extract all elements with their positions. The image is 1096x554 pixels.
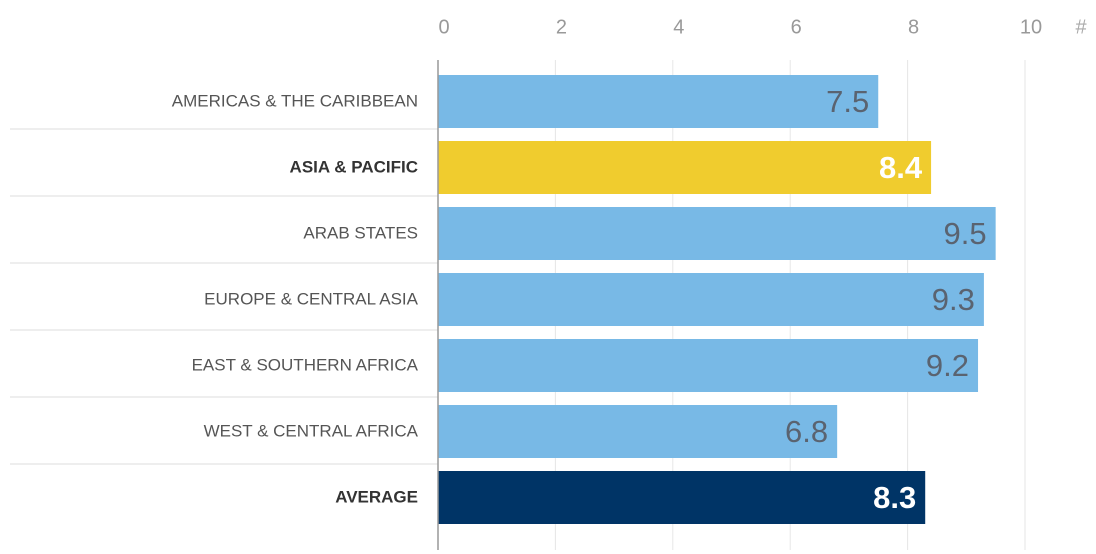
- x-tick-label: 0: [438, 16, 449, 38]
- x-tick-label: 4: [673, 16, 684, 38]
- category-label: ASIA & PACIFIC: [290, 157, 418, 176]
- value-label: 9.5: [944, 216, 987, 251]
- value-label: 8.3: [873, 480, 916, 515]
- bar: [438, 75, 879, 128]
- x-tick-label: 2: [556, 16, 567, 38]
- x-tick-label: 6: [791, 16, 802, 38]
- category-label: WEST & CENTRAL AFRICA: [204, 421, 419, 440]
- bar: [438, 405, 838, 458]
- value-label: 9.2: [926, 348, 969, 383]
- category-label: EUROPE & CENTRAL ASIA: [204, 289, 418, 308]
- category-label: EAST & SOUTHERN AFRICA: [192, 355, 419, 374]
- x-axis-label: #: [1075, 16, 1087, 38]
- bar: [438, 207, 996, 260]
- value-label: 9.3: [932, 282, 975, 317]
- value-label: 8.4: [879, 150, 923, 185]
- x-tick-label: 10: [1020, 16, 1042, 38]
- bar: [438, 339, 979, 392]
- x-tick-label: 8: [908, 16, 919, 38]
- value-label: 6.8: [785, 414, 828, 449]
- category-label: ARAB STATES: [303, 223, 418, 242]
- category-label: AVERAGE: [335, 487, 418, 506]
- bar: [438, 471, 926, 524]
- bar: [438, 141, 932, 194]
- value-label: 7.5: [826, 84, 869, 119]
- bar: [438, 273, 984, 326]
- category-label: AMERICAS & THE CARIBBEAN: [172, 91, 418, 110]
